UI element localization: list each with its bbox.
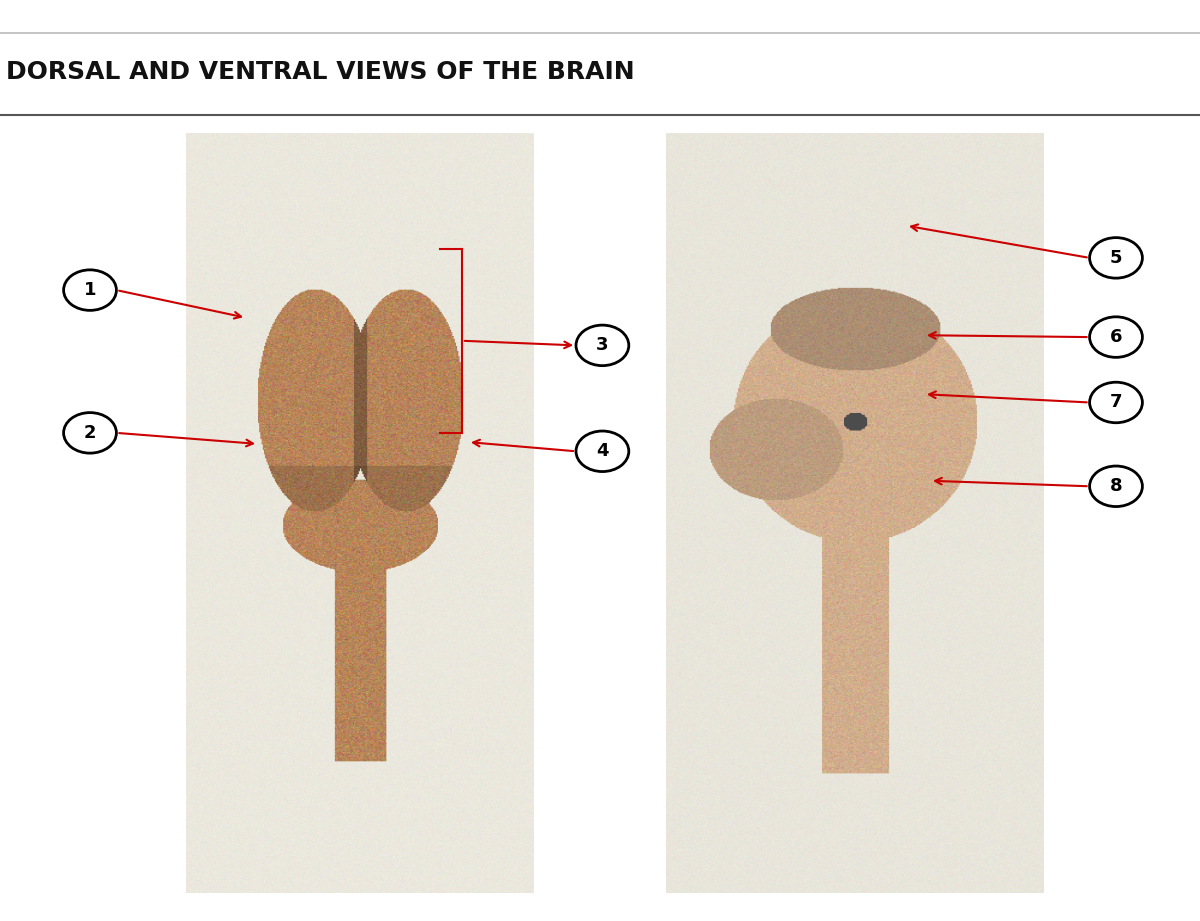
Text: 3: 3 <box>596 336 608 355</box>
Text: 2: 2 <box>84 424 96 442</box>
Circle shape <box>64 413 116 453</box>
Text: 6: 6 <box>1110 328 1122 346</box>
Circle shape <box>576 325 629 366</box>
Circle shape <box>576 431 629 472</box>
Circle shape <box>1090 238 1142 278</box>
Text: 5: 5 <box>1110 249 1122 267</box>
Circle shape <box>64 270 116 310</box>
Text: 8: 8 <box>1110 477 1122 495</box>
Text: 4: 4 <box>596 442 608 460</box>
Circle shape <box>1090 382 1142 423</box>
Circle shape <box>1090 466 1142 507</box>
Text: 7: 7 <box>1110 393 1122 412</box>
Circle shape <box>1090 317 1142 357</box>
Text: DORSAL AND VENTRAL VIEWS OF THE BRAIN: DORSAL AND VENTRAL VIEWS OF THE BRAIN <box>6 60 635 84</box>
Text: 1: 1 <box>84 281 96 299</box>
